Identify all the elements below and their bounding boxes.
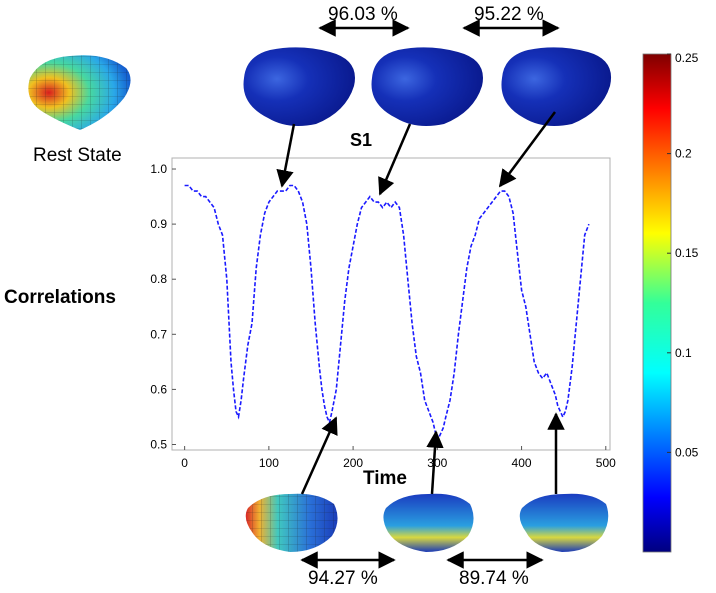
percent-label-bottom-2: 89.74 % [459, 568, 529, 589]
correlation-series-line [184, 184, 590, 441]
pointer-arrow-bottom-1 [300, 416, 338, 495]
colorbar-ticks: 0.25 0.2 0.15 0.1 0.05 [667, 51, 699, 459]
top-mesh-1 [243, 47, 355, 126]
bottom-mesh-3 [519, 493, 609, 552]
y-tick-label: 0.7 [150, 327, 167, 341]
percent-label-top-1: 96.03 % [328, 4, 398, 25]
percent-label-bottom-1: 94.27 % [308, 568, 378, 589]
x-tick-label: 300 [427, 456, 447, 470]
rest-state-label: Rest State [33, 145, 122, 166]
colorbar-tick-label: 0.05 [675, 445, 699, 459]
x-tick-label: 100 [259, 456, 279, 470]
colorbar-tick-label: 0.2 [675, 147, 692, 161]
y-tick-label: 0.9 [150, 217, 167, 231]
percent-label-top-2: 95.22 % [474, 4, 544, 25]
pointer-arrow-top-1 [276, 123, 296, 188]
y-tick-label: 0.5 [150, 437, 167, 451]
colorbar-tick-label: 0.1 [675, 346, 692, 360]
colorbar [642, 53, 672, 553]
top-mesh-3 [501, 47, 612, 126]
colorbar-tick-label: 0.15 [675, 246, 699, 260]
x-tick-label: 0 [181, 456, 188, 470]
plot-frame [171, 157, 611, 451]
y-tick-label: 1.0 [150, 162, 167, 176]
x-tick-label: 200 [343, 456, 363, 470]
y-axis-ticks: 0.5 0.6 0.7 0.8 0.9 1.0 [150, 162, 176, 451]
colorbar-tick-label: 0.25 [675, 51, 699, 65]
x-tick-label: 400 [512, 456, 532, 470]
bottom-mesh-2 [383, 493, 474, 552]
chart-title: S1 [350, 130, 373, 150]
x-axis-label: Time [363, 468, 408, 489]
rest-state-mesh [28, 55, 131, 131]
pointer-arrow-bottom-2 [426, 430, 444, 495]
y-axis-label: Correlations [4, 287, 116, 308]
x-axis-ticks: 0 100 200 300 400 500 [181, 446, 616, 470]
pointer-arrow-top-3 [498, 111, 557, 188]
y-tick-label: 0.6 [150, 382, 167, 396]
pointer-arrow-top-2 [378, 123, 412, 196]
top-mesh-2 [371, 47, 483, 126]
x-tick-label: 500 [596, 456, 616, 470]
y-tick-label: 0.8 [150, 272, 167, 286]
bottom-mesh-1 [245, 493, 338, 552]
